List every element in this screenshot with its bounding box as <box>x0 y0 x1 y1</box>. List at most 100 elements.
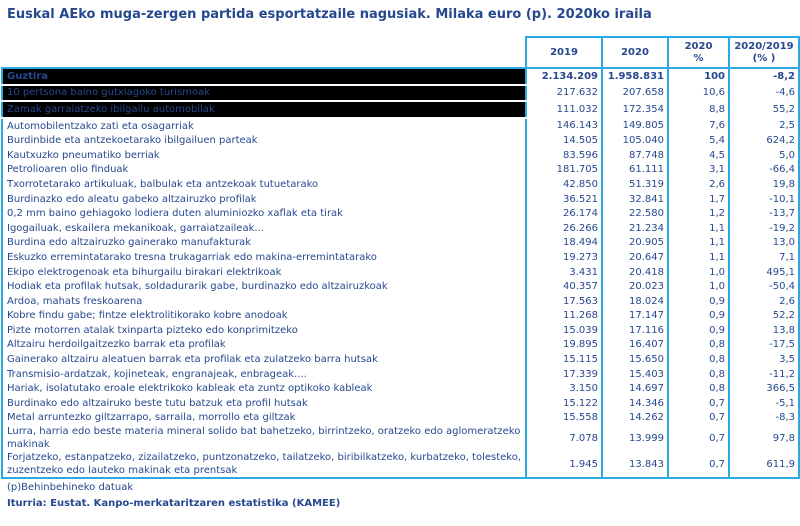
row-label: Burdina edo altzairuzko gainerako manufa… <box>1 235 526 251</box>
value-2019: 18.494 <box>525 235 602 251</box>
table-row: Guztira 2.134.209 1.958.831 100 -8,2 <box>1 68 800 86</box>
table-row: Petrolioaren olio finduak 181.705 61.111 3,… <box>1 162 800 178</box>
value-2019: 26.174 <box>525 206 602 221</box>
value-2019: 15.122 <box>525 396 602 411</box>
value-2020: 20.905 <box>601 235 668 251</box>
value-change: 13,0 <box>728 235 800 251</box>
corner-cell <box>2 37 526 69</box>
value-change: 2,5 <box>728 117 800 134</box>
value-2019: 40.357 <box>525 279 602 294</box>
table-row: Txorrotetarako artikuluak, balbulak eta … <box>1 177 800 192</box>
value-2020: 32.841 <box>601 191 668 207</box>
table-row: Burdinbide eta antzekoetarako ibilgailue… <box>1 133 800 148</box>
value-2019: 217.632 <box>525 84 602 102</box>
value-2020: 20.647 <box>601 250 668 265</box>
row-label: Kobre findu gabe; fintze elektrolitikora… <box>1 308 526 324</box>
table-row: Pizte motorren atalak txinparta pizteko … <box>1 323 800 338</box>
value-2020: 14.697 <box>601 381 668 397</box>
value-2020: 14.346 <box>601 396 668 411</box>
value-change: -13,7 <box>728 206 800 221</box>
value-change: -50,4 <box>728 279 800 294</box>
value-change: -4,6 <box>728 84 800 102</box>
table-row: Kautxuzko pneumatiko berriak 83.596 87.748… <box>1 147 800 163</box>
value-2019: 36.521 <box>525 191 602 207</box>
value-2020-share: 8,8 <box>667 101 729 118</box>
row-label: Pizte motorren atalak txinparta pizteko … <box>1 323 526 338</box>
value-2020: 14.262 <box>601 410 668 426</box>
value-2020-share: 1,0 <box>667 279 729 294</box>
value-2020: 17.147 <box>601 308 668 324</box>
source-line: Iturria: Eustat. Kanpo-merkataritzaren e… <box>7 498 341 509</box>
table-row: Ekipo elektrogenoak eta bihurgailu birak… <box>1 264 800 280</box>
value-change: -17,5 <box>728 337 800 353</box>
value-2020-share: 3,1 <box>667 162 729 178</box>
column-header-change: 2020/2019 (% ) <box>728 36 800 69</box>
value-2020: 15.403 <box>601 366 668 382</box>
value-2019: 42.850 <box>525 177 602 192</box>
header-row: 2019 2020 2020 % 2020/2019 (% ) <box>2 36 800 69</box>
value-change: 3,5 <box>728 352 800 367</box>
row-label: Guztira <box>1 68 526 86</box>
row-label: Burdinazko edo aleatu gabeko altzairuzko… <box>1 191 526 207</box>
table-row: Gainerako altzairu aleatuen barrak eta p… <box>1 352 800 367</box>
value-2020-share: 0,8 <box>667 337 729 353</box>
row-label: Hariak, isolatutako eroale elektrikoko k… <box>1 381 526 397</box>
table-row: Hodiak eta profilak hutsak, soldadurarik… <box>1 279 800 294</box>
value-2020-share: 4,5 <box>667 147 729 163</box>
row-label: Burdinbide eta antzekoetarako ibilgailue… <box>1 133 526 148</box>
value-2019: 17.339 <box>525 366 602 382</box>
value-change: 624,2 <box>728 133 800 148</box>
value-change: -19,2 <box>728 220 800 236</box>
row-label: 10 pertsona baino gutxiagoko turismoak <box>1 84 526 103</box>
table-row: Kobre findu gabe; fintze elektrolitikora… <box>1 308 800 324</box>
table-row: Zamak garraiatzeko ibilgailu automobilak… <box>1 101 800 119</box>
value-2020-share: 1,1 <box>667 250 729 265</box>
value-2019: 15.039 <box>525 323 602 338</box>
row-label: Transmisio-ardatzak, kojineteak, engrana… <box>1 366 526 382</box>
value-2020: 17.116 <box>601 323 668 338</box>
value-2020-share: 0,8 <box>667 366 729 382</box>
value-change: 97,8 <box>728 425 800 452</box>
table-row: Metal arruntezko giltzarrapo, sarraila, … <box>1 410 800 426</box>
value-2020-share: 0,7 <box>667 396 729 411</box>
value-2020: 61.111 <box>601 162 668 178</box>
value-change: 52,2 <box>728 308 800 324</box>
value-2020-share: 1,1 <box>667 220 729 236</box>
value-2019: 146.143 <box>525 117 602 134</box>
value-change: 366,5 <box>728 381 800 397</box>
value-2019: 181.705 <box>525 162 602 178</box>
value-2020: 1.958.831 <box>601 68 668 85</box>
value-2020-share: 10,6 <box>667 84 729 102</box>
value-change: 611,9 <box>728 451 800 480</box>
value-change: -66,4 <box>728 162 800 178</box>
value-change: 2,6 <box>728 293 800 309</box>
value-2020: 15.650 <box>601 352 668 367</box>
value-2020: 20.418 <box>601 264 668 280</box>
table-row: Ardoa, mahats freskoarena 17.563 18.024 0,9… <box>1 293 800 309</box>
table-header: 2019 2020 2020 % 2020/2019 (% ) <box>2 36 800 69</box>
footnote: (p)Behinbehineko datuak <box>7 482 134 493</box>
table-row: Hariak, isolatutako eroale elektrikoko k… <box>1 381 800 397</box>
table-row: Eskuzko erremintatarako tresna trukagarr… <box>1 250 800 265</box>
value-change: -8,3 <box>728 410 800 426</box>
page-title: Euskal AEko muga-zergen partida esportat… <box>7 7 652 22</box>
value-2020: 16.407 <box>601 337 668 353</box>
value-2019: 19.895 <box>525 337 602 353</box>
table-row: 0,2 mm baino gehiagoko lodiera duten alu… <box>1 206 800 221</box>
row-label: Eskuzko erremintatarako tresna trukagarr… <box>1 250 526 265</box>
row-label: Automobilentzako zati eta osagarriak <box>1 117 526 134</box>
row-label: Forjatzeko, estanpatzeko, zizailatzeko, … <box>1 451 526 480</box>
value-2020-share: 7,6 <box>667 117 729 134</box>
row-label: Lurra, harria edo beste materia mineral … <box>1 425 526 452</box>
value-2020: 207.658 <box>601 84 668 102</box>
value-2020-share: 5,4 <box>667 133 729 148</box>
row-label: Ardoa, mahats freskoarena <box>1 293 526 309</box>
value-2020: 22.580 <box>601 206 668 221</box>
value-2020-share: 100 <box>667 68 729 85</box>
value-2020: 18.024 <box>601 293 668 309</box>
value-2020: 87.748 <box>601 147 668 163</box>
value-2019: 7.078 <box>525 425 602 452</box>
value-2019: 15.115 <box>525 352 602 367</box>
value-2020-share: 1,0 <box>667 264 729 280</box>
value-change: 19,8 <box>728 177 800 192</box>
